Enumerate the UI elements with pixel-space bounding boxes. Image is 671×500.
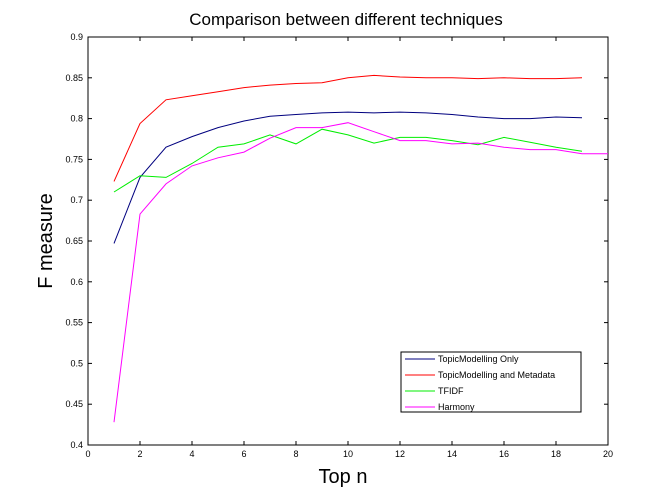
x-tick-label: 8 [293,449,298,459]
x-tick-label: 14 [447,449,457,459]
series-line-topicmodelling-only [113,111,583,244]
x-tick-label: 2 [137,449,142,459]
x-tick-label: 12 [395,449,405,459]
x-tick-label: 16 [499,449,509,459]
y-tick-label: 0.85 [65,73,83,83]
series-line-topicmodelling-and-metadata [113,74,583,182]
y-tick-label: 0.55 [65,318,83,328]
y-tick-label: 0.65 [65,236,83,246]
y-tick-label: 0.6 [70,277,83,287]
legend-label-tfidf: TFIDF [438,386,464,396]
legend-label-topicmodelling-and-metadata: TopicModelling and Metadata [438,370,555,380]
y-tick-label: 0.4 [70,440,83,450]
x-tick-label: 20 [603,449,613,459]
chart-title: Comparison between different techniques [189,10,502,29]
y-tick-label: 0.7 [70,195,83,205]
x-tick-label: 4 [189,449,194,459]
series-line-harmony [113,122,608,423]
x-tick-label: 10 [343,449,353,459]
series-lines [113,74,608,423]
x-axis-label: Top n [319,466,368,488]
x-tick-label: 6 [241,449,246,459]
y-tick-label: 0.9 [70,32,83,42]
y-tick-label: 0.8 [70,114,83,124]
legend-label-harmony: Harmony [438,402,475,412]
legend-box [400,351,582,413]
axis-ticks: 0 2 4 6 8 10 12 14 16 18 20 0.4 0.45 0.5 0.55 0.6 0.65 0.… [65,32,613,459]
y-tick-label: 0.75 [65,154,83,164]
y-axis-label: F measure [35,193,57,289]
y-tick-label: 0.45 [65,399,83,409]
legend-label-topicmodelling-only: TopicModelling Only [438,354,519,364]
legend: TopicModelling Only TopicModelling and Me… [400,351,582,413]
x-tick-label: 18 [551,449,561,459]
x-tick-label: 0 [85,449,90,459]
series-line-tfidf [113,128,583,193]
y-tick-label: 0.5 [70,358,83,368]
